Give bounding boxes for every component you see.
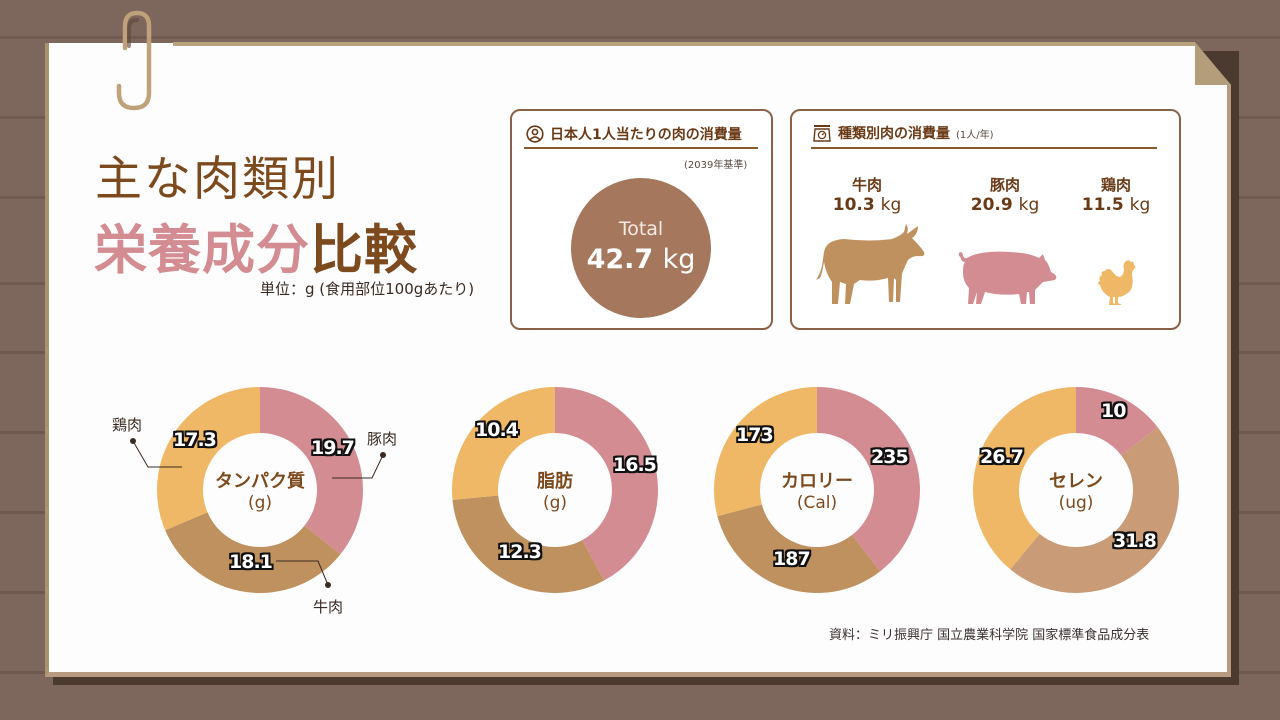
donut-segment-chicken bbox=[973, 387, 1076, 570]
chicken-icon bbox=[1098, 260, 1136, 305]
value-label-beef: 187 bbox=[773, 548, 811, 570]
meat-value: 11.5 kg bbox=[1072, 195, 1160, 215]
donut-segment-pork bbox=[817, 387, 920, 572]
value-label-beef: 12.3 bbox=[498, 541, 542, 563]
value-label-pork: 19.7 bbox=[311, 437, 355, 459]
scale-icon bbox=[813, 125, 831, 142]
value-label-pork: 235 bbox=[871, 446, 909, 468]
total-label: Total bbox=[618, 218, 664, 240]
total-circle: Total 42.7 kg bbox=[571, 178, 711, 318]
source-citation: 資料：ミリ振興庁 国立農業科学院 国家標準食品成分表 bbox=[829, 628, 1150, 643]
chart-unit: (g) bbox=[247, 493, 273, 513]
basis-year: (2039年基準) bbox=[684, 160, 748, 171]
chart-unit: (Cal) bbox=[796, 493, 838, 513]
chart-title: カロリー bbox=[781, 471, 853, 492]
donut-segment-beef bbox=[452, 495, 605, 593]
chart-title: 脂肪 bbox=[537, 471, 573, 492]
meat-unit: kg bbox=[880, 195, 902, 215]
donut-segment-pork bbox=[1076, 387, 1158, 456]
donut-segment-chicken bbox=[452, 387, 555, 500]
page-title-line1: 主な肉類別 bbox=[95, 152, 340, 207]
meat-name: 豚肉 bbox=[989, 176, 1020, 194]
chart-unit: (g) bbox=[542, 493, 568, 513]
paperclip-icon bbox=[116, 10, 152, 111]
donut-segment-pork bbox=[555, 387, 658, 581]
meat-value: 10.3 kg bbox=[823, 195, 911, 215]
donut-center-selenium: セレン (ug) bbox=[1016, 467, 1136, 513]
meat-number: 11.5 bbox=[1081, 195, 1124, 215]
chart-unit: (ug) bbox=[1058, 493, 1094, 513]
meat-unit: kg bbox=[1129, 195, 1151, 215]
user-circle-icon bbox=[526, 125, 544, 143]
meat-value: 20.9 kg bbox=[961, 195, 1049, 215]
donut-segment-chicken bbox=[714, 387, 817, 517]
value-label-pork: 16.5 bbox=[613, 454, 657, 476]
meat-unit: kg bbox=[1018, 195, 1040, 215]
callout-chicken: 鶏肉 bbox=[112, 416, 143, 434]
meat-number: 20.9 bbox=[970, 195, 1013, 215]
paper-top-edge bbox=[173, 42, 1195, 46]
donut-chart-selenium bbox=[973, 387, 1179, 593]
meat-stat-chicken: 鶏肉 11.5 kg bbox=[1072, 174, 1160, 215]
value-label-beef: 18.1 bbox=[229, 551, 273, 573]
meat-number: 10.3 bbox=[832, 195, 875, 215]
title-highlight: 栄養成分 bbox=[94, 220, 310, 281]
by-type-note: (1人/年) bbox=[956, 129, 994, 141]
chart-title: タンパク質 bbox=[215, 471, 305, 492]
per-capita-card-header: 日本人1人当たりの肉の消費量 bbox=[526, 124, 742, 144]
donut-segment-chicken bbox=[157, 387, 260, 531]
divider bbox=[524, 147, 758, 149]
value-label-pork: 10 bbox=[1101, 400, 1126, 422]
callout-pork: 豚肉 bbox=[367, 430, 398, 448]
unit-note: 単位：g (食用部位100gあたり) bbox=[260, 280, 475, 298]
callout-beef: 牛肉 bbox=[313, 598, 344, 616]
donut-center-fat: 脂肪 (g) bbox=[495, 467, 615, 513]
chart-title: セレン bbox=[1049, 471, 1103, 492]
value-label-chicken: 173 bbox=[736, 424, 774, 446]
meat-name: 鶏肉 bbox=[1100, 176, 1131, 194]
donut-center-protein: タンパク質 (g) bbox=[200, 467, 320, 513]
donut-chart-fat bbox=[452, 387, 658, 593]
value-label-beef: 31.8 bbox=[1113, 530, 1157, 552]
total-number: 42.7 bbox=[586, 244, 654, 275]
divider bbox=[811, 147, 1157, 149]
meat-stat-beef: 牛肉 10.3 kg bbox=[823, 174, 911, 215]
pig-icon bbox=[958, 251, 1057, 304]
per-capita-card-title: 日本人1人当たりの肉の消費量 bbox=[550, 127, 742, 143]
donut-segment-beef bbox=[717, 504, 881, 593]
donut-chart-calorie bbox=[714, 387, 920, 593]
meat-name: 牛肉 bbox=[851, 176, 882, 194]
value-label-chicken: 10.4 bbox=[475, 419, 519, 441]
donut-segment-pork bbox=[260, 387, 363, 555]
donut-segment-beef bbox=[1010, 427, 1179, 593]
donut-center-calorie: カロリー (Cal) bbox=[757, 467, 877, 513]
total-value: 42.7 kg bbox=[571, 244, 711, 275]
by-type-card-title: 種類別肉の消費量 bbox=[838, 126, 950, 142]
value-label-chicken: 17.3 bbox=[173, 429, 217, 451]
cow-icon bbox=[816, 224, 925, 304]
meat-stat-pork: 豚肉 20.9 kg bbox=[961, 174, 1049, 215]
title-emphasis: 比較 bbox=[310, 220, 418, 281]
total-unit: kg bbox=[662, 244, 696, 275]
plank-line bbox=[0, 36, 1280, 39]
value-label-chicken: 26.7 bbox=[980, 446, 1024, 468]
by-type-card-header: 種類別肉の消費量 (1人/年) bbox=[812, 123, 994, 143]
page-title-line2: 栄養成分比較 bbox=[94, 208, 418, 284]
